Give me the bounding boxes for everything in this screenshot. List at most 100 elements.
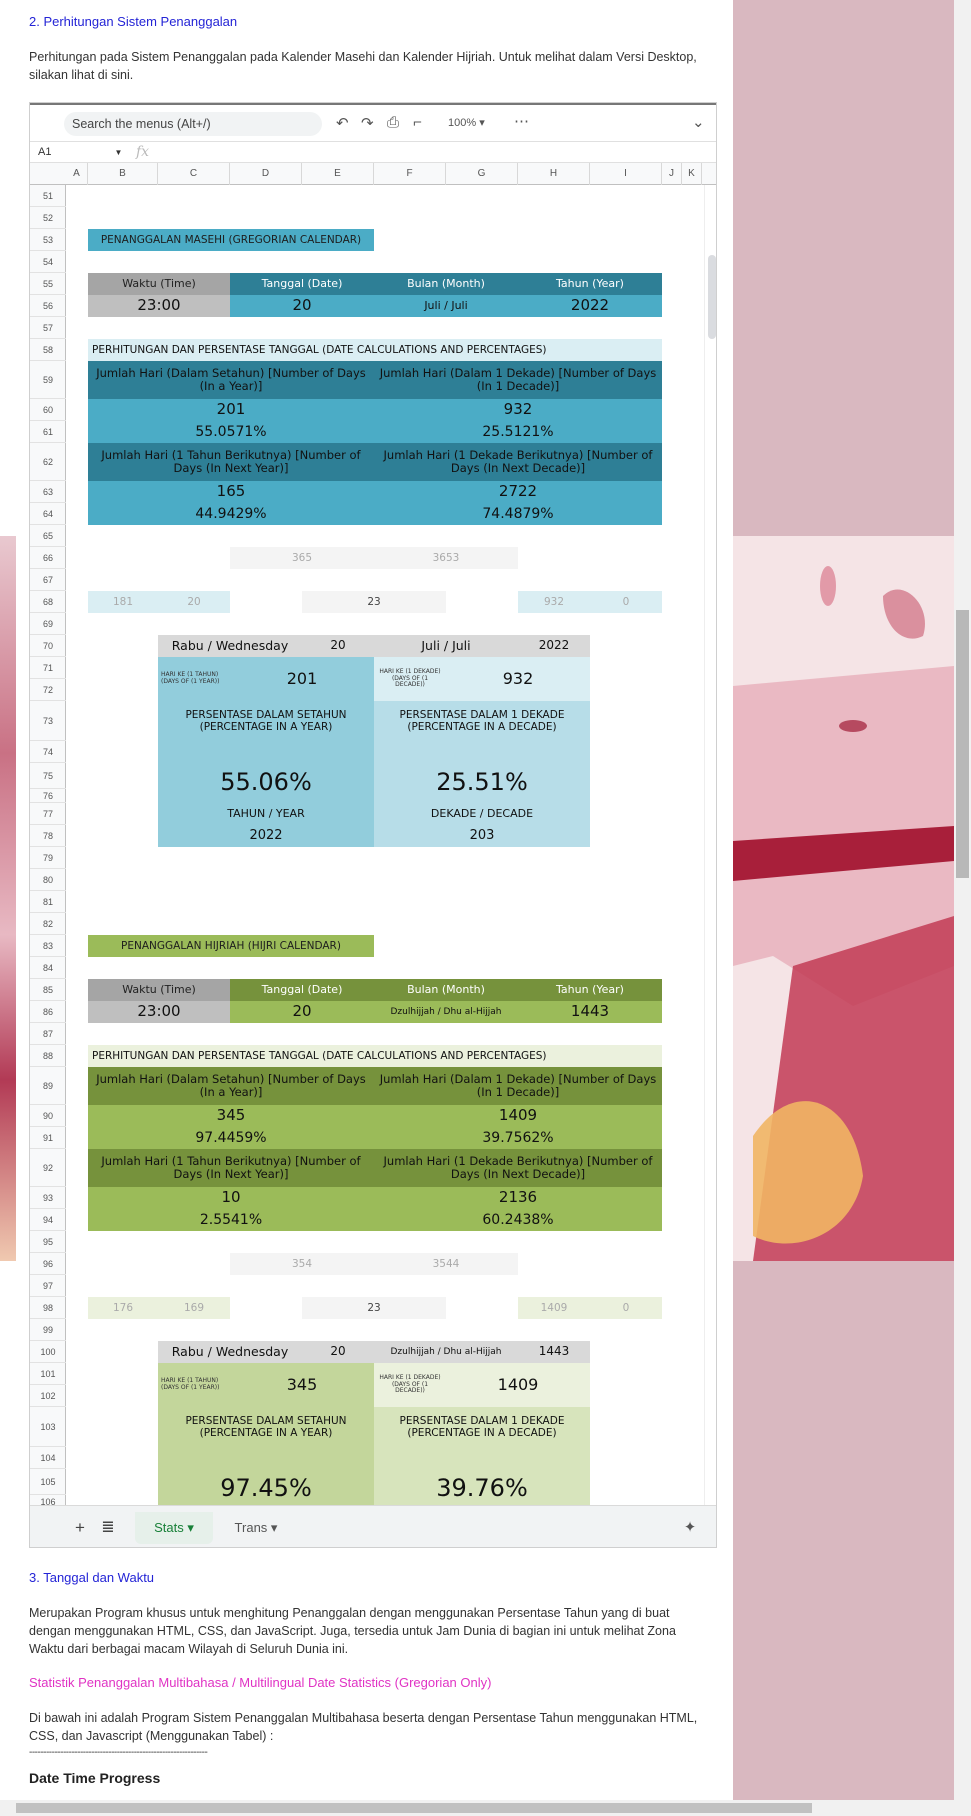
masehi-aux-days-decade[interactable]: 3653 [374, 547, 518, 569]
column-header-d[interactable]: D [230, 163, 302, 185]
masehi-aux-b[interactable]: 181 [88, 591, 158, 613]
row-header-83[interactable]: 83 [30, 935, 66, 957]
row-header-95[interactable]: 95 [30, 1231, 66, 1253]
hijri-year-pct[interactable]: 97.4459% [88, 1127, 374, 1149]
masehi-next-decade-pct[interactable]: 74.4879% [374, 503, 662, 525]
row-header-54[interactable]: 54 [30, 251, 66, 273]
row-header-69[interactable]: 69 [30, 613, 66, 635]
masehi-lbl-decade-days[interactable]: Jumlah Hari (Dalam 1 Dekade) [Number of … [374, 361, 662, 399]
name-box-dropdown-icon[interactable]: ▼ [114, 148, 123, 157]
name-box[interactable]: A1 ▼ [38, 146, 122, 158]
masehi-card-dayofyear[interactable]: 201 [230, 657, 374, 701]
masehi-time-value[interactable]: 23:00 [88, 295, 230, 317]
row-header-89[interactable]: 89 [30, 1067, 66, 1105]
hijri-year-days[interactable]: 345 [88, 1105, 374, 1127]
hijri-aux-c[interactable]: 169 [158, 1297, 230, 1319]
hijri-lbl-next-year[interactable]: Jumlah Hari (1 Tahun Berikutnya) [Number… [88, 1149, 374, 1187]
masehi-card-month[interactable]: Juli / Juli [374, 635, 518, 657]
all-sheets-button[interactable]: ≣ [101, 1519, 115, 1536]
row-header-51[interactable]: 51 [30, 185, 66, 207]
hijri-next-year-pct[interactable]: 2.5541% [88, 1209, 374, 1231]
masehi-card-lbl-pct-year[interactable]: PERSENTASE DALAM SETAHUN (PERCENTAGE IN … [158, 701, 374, 741]
hijri-hdr-year[interactable]: Tahun (Year) [518, 979, 662, 1001]
masehi-card-pct-year-bg[interactable] [158, 741, 374, 763]
row-header-62[interactable]: 62 [30, 443, 66, 481]
redo-icon[interactable]: ↷ [361, 115, 374, 132]
page-horizontal-scrollbar[interactable] [0, 1800, 971, 1816]
column-header-e[interactable]: E [302, 163, 374, 185]
masehi-lbl-next-year[interactable]: Jumlah Hari (1 Tahun Berikutnya) [Number… [88, 443, 374, 481]
hijri-calc-title[interactable]: PERHITUNGAN DAN PERSENTASE TANGGAL (DATE… [88, 1045, 662, 1067]
row-header-73[interactable]: 73 [30, 701, 66, 741]
page-hscroll-thumb[interactable] [16, 1803, 812, 1813]
masehi-lbl-next-decade[interactable]: Jumlah Hari (1 Dekade Berikutnya) [Numbe… [374, 443, 662, 481]
row-header-96[interactable]: 96 [30, 1253, 66, 1275]
row-header-66[interactable]: 66 [30, 547, 66, 569]
hijri-card-lbl-dayofyear[interactable]: HARI KE (1 TAHUN) (DAYS OF (1 YEAR)) [158, 1363, 230, 1407]
hijri-aux-b[interactable]: 176 [88, 1297, 158, 1319]
masehi-card-lbl-year[interactable]: TAHUN / YEAR [158, 803, 374, 825]
hijri-card-dayofdecade[interactable]: 1409 [446, 1363, 590, 1407]
row-header-102[interactable]: 102 [30, 1385, 66, 1407]
hijri-decade-pct[interactable]: 39.7562% [374, 1127, 662, 1149]
zoom-select[interactable]: 100% ▾ [448, 117, 485, 129]
column-header-k[interactable]: K [682, 163, 702, 185]
masehi-decade-pct[interactable]: 25.5121% [374, 421, 662, 443]
row-header-57[interactable]: 57 [30, 317, 66, 339]
hijri-aux-h[interactable]: 1409 [518, 1297, 590, 1319]
row-header-75[interactable]: 75 [30, 763, 66, 789]
hijri-hdr-month[interactable]: Bulan (Month) [374, 979, 518, 1001]
row-header-55[interactable]: 55 [30, 273, 66, 295]
tab-trans[interactable]: Trans ▾ [234, 1520, 278, 1535]
masehi-hdr-time[interactable]: Waktu (Time) [88, 273, 230, 295]
hijri-next-decade-days[interactable]: 2136 [374, 1187, 662, 1209]
row-header-65[interactable]: 65 [30, 525, 66, 547]
row-header-76[interactable]: 76 [30, 789, 66, 803]
row-header-93[interactable]: 93 [30, 1187, 66, 1209]
hijri-card-pct-decade-bg[interactable] [374, 1447, 590, 1469]
row-header-53[interactable]: 53 [30, 229, 66, 251]
hijri-aux-hour[interactable]: 23 [302, 1297, 446, 1319]
row-header-97[interactable]: 97 [30, 1275, 66, 1297]
row-header-52[interactable]: 52 [30, 207, 66, 229]
masehi-aux-c[interactable]: 20 [158, 591, 230, 613]
masehi-card-dayofdecade[interactable]: 932 [446, 657, 590, 701]
hijri-aux-days-year[interactable]: 354 [230, 1253, 374, 1275]
row-header-77[interactable]: 77 [30, 803, 66, 825]
hijri-card-lbl-pct-decade[interactable]: PERSENTASE DALAM 1 DEKADE (PERCENTAGE IN… [374, 1407, 590, 1447]
row-header-80[interactable]: 80 [30, 869, 66, 891]
row-header-78[interactable]: 78 [30, 825, 66, 847]
spreadsheet-embed[interactable]: Search the menus (Alt+/) ↶ ↷ ⎙ ⌐ 100% ▾ … [29, 102, 717, 1548]
column-header-a[interactable]: A [66, 163, 88, 185]
sheet-grid[interactable]: PENANGGALAN MASEHI (GREGORIAN CALENDAR) W… [66, 185, 716, 1505]
hijri-card-pct-decade[interactable]: 39.76% [374, 1469, 590, 1505]
row-header-71[interactable]: 71 [30, 657, 66, 679]
row-header-56[interactable]: 56 [30, 295, 66, 317]
masehi-card-day[interactable]: Rabu / Wednesday [158, 635, 302, 657]
hijri-card-lbl-pct-year[interactable]: PERSENTASE DALAM SETAHUN (PERCENTAGE IN … [158, 1407, 374, 1447]
masehi-hdr-date[interactable]: Tanggal (Date) [230, 273, 374, 295]
row-header-91[interactable]: 91 [30, 1127, 66, 1149]
sheet-vertical-scrollbar[interactable] [704, 185, 716, 1505]
masehi-hdr-year[interactable]: Tahun (Year) [518, 273, 662, 295]
masehi-aux-days-year[interactable]: 365 [230, 547, 374, 569]
hijri-lbl-next-decade[interactable]: Jumlah Hari (1 Dekade Berikutnya) [Numbe… [374, 1149, 662, 1187]
hijri-lbl-decade-days[interactable]: Jumlah Hari (Dalam 1 Dekade) [Number of … [374, 1067, 662, 1105]
hijri-aux-days-decade[interactable]: 3544 [374, 1253, 518, 1275]
masehi-date-value[interactable]: 20 [230, 295, 374, 317]
column-header-f[interactable]: F [374, 163, 446, 185]
row-header-94[interactable]: 94 [30, 1209, 66, 1231]
row-header-74[interactable]: 74 [30, 741, 66, 763]
masehi-aux-h[interactable]: 932 [518, 591, 590, 613]
row-header-99[interactable]: 99 [30, 1319, 66, 1341]
row-header-87[interactable]: 87 [30, 1023, 66, 1045]
masehi-card-decade-val[interactable]: 203 [374, 825, 590, 847]
row-header-61[interactable]: 61 [30, 421, 66, 443]
hijri-year-value[interactable]: 1443 [518, 1001, 662, 1023]
row-header-67[interactable]: 67 [30, 569, 66, 591]
row-header-84[interactable]: 84 [30, 957, 66, 979]
hijri-card-year[interactable]: 1443 [518, 1341, 590, 1363]
more-icon[interactable]: ⋯ [514, 113, 529, 130]
masehi-decade-days[interactable]: 932 [374, 399, 662, 421]
row-header-100[interactable]: 100 [30, 1341, 66, 1363]
